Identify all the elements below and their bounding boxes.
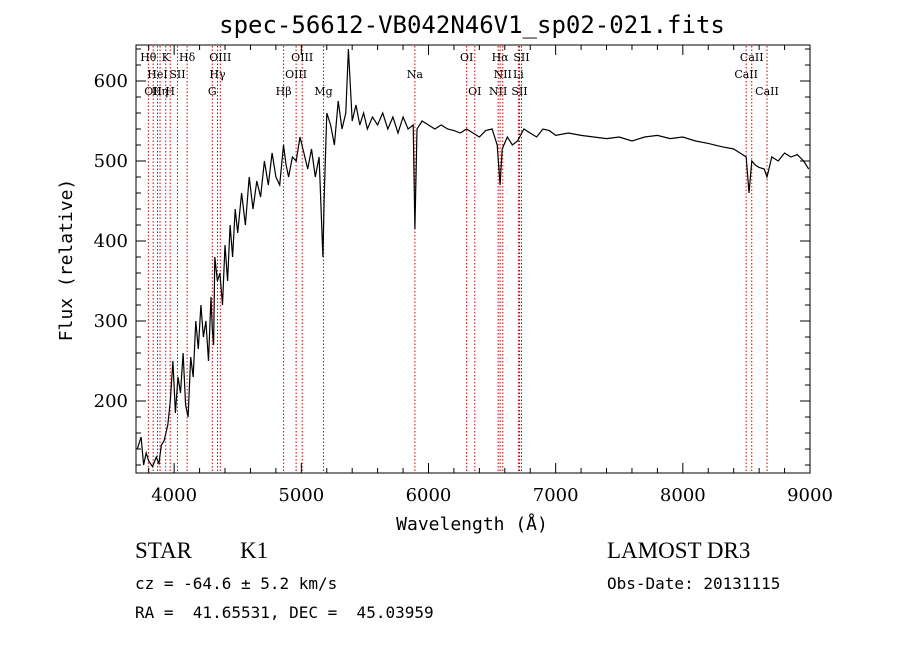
line-label-8: G: [208, 85, 217, 98]
x-tick-label-0: 4000: [151, 485, 197, 506]
y-tick-label-1: 300: [94, 311, 128, 332]
line-label-18: NII: [489, 85, 507, 98]
plot-frame: [135, 44, 811, 474]
line-label-4: K: [162, 51, 171, 64]
line-label-10: OIII: [209, 51, 231, 64]
line-label-9: Hγ: [209, 68, 226, 81]
y-tick-label-2: 400: [94, 231, 128, 252]
spectral-line-markers: [147, 46, 768, 472]
line-label-3: Hη: [152, 85, 168, 98]
x-axis: 4000 5000 6000 7000 8000 9000: [148, 45, 833, 506]
line-label-2: HeI: [147, 68, 167, 81]
line-label-0: Hθ: [140, 51, 157, 64]
line-label-12: OIII: [285, 68, 307, 81]
line-label-5: H: [165, 85, 175, 98]
y-axis-label: Flux (relative): [56, 179, 77, 342]
line-label-7: Hδ: [179, 51, 196, 64]
chart-title: spec-56612-VB042N46V1_sp02-021.fits: [219, 11, 725, 39]
x-tick-label-1: 5000: [278, 485, 324, 506]
line-label-22: SII: [511, 85, 527, 98]
line-label-25: CaII: [740, 51, 764, 64]
y-tick-label-3: 500: [94, 151, 128, 172]
survey-name: LAMOST DR3: [607, 538, 751, 563]
x-tick-label-3: 7000: [533, 485, 579, 506]
x-axis-label: Wavelength (Å): [396, 513, 548, 535]
spectral-line-labels: Hθ OII HeI Hη K H SII Hδ G Hγ OIII Hβ OIII OIII Mg Na OI…: [140, 51, 779, 98]
line-label-1: OII: [144, 85, 162, 98]
line-label-23: SII: [513, 51, 529, 64]
line-label-16: OI: [460, 51, 473, 64]
line-label-13: OIII: [291, 51, 313, 64]
object-subclass: K1: [240, 538, 269, 563]
x-tick-label-5: 9000: [787, 485, 833, 506]
x-tick-label-2: 6000: [406, 485, 452, 506]
line-label-17: OI: [468, 85, 481, 98]
line-label-6: SII: [169, 68, 185, 81]
y-tick-label-0: 200: [94, 391, 128, 412]
line-label-11: Hβ: [276, 85, 292, 98]
line-label-14: Mg: [314, 85, 332, 98]
flux-series-line: [136, 48, 810, 468]
redshift-velocity: cz = -64.6 ± 5.2 km/s: [135, 574, 338, 593]
object-class: STAR: [135, 538, 192, 563]
sky-coordinates: RA = 41.65531, DEC = 45.03959: [135, 603, 434, 622]
y-axis: 200 300 400 500 600: [94, 48, 810, 466]
line-label-20: NII: [494, 68, 512, 81]
line-label-24: CaII: [734, 68, 758, 81]
line-label-19: Hα: [492, 51, 510, 64]
line-label-21: Li: [513, 68, 524, 81]
line-label-15: Na: [407, 68, 424, 81]
x-tick-label-4: 8000: [660, 485, 706, 506]
line-label-26: CaII: [755, 85, 779, 98]
observation-date: Obs-Date: 20131115: [607, 574, 781, 593]
y-tick-label-4: 600: [94, 71, 128, 92]
